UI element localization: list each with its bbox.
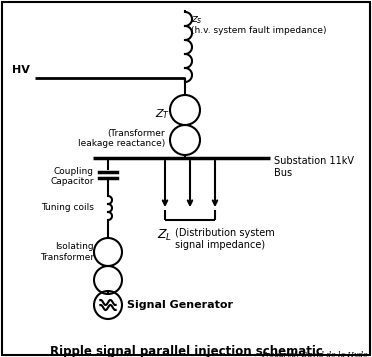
Text: (h.v. system fault impedance): (h.v. system fault impedance) bbox=[191, 26, 327, 35]
Text: $z_s$: $z_s$ bbox=[191, 14, 203, 26]
Text: Substation 11kV
Bus: Substation 11kV Bus bbox=[274, 156, 354, 177]
Text: Ripple signal parallel injection schematic: Ripple signal parallel injection schemat… bbox=[49, 345, 323, 357]
Text: (Transformer
leakage reactance): (Transformer leakage reactance) bbox=[78, 129, 165, 149]
Text: Prepared: David de la Hyde: Prepared: David de la Hyde bbox=[262, 351, 368, 357]
Text: Isolating
Transformer: Isolating Transformer bbox=[40, 242, 94, 262]
Text: $Z_L$: $Z_L$ bbox=[157, 228, 172, 243]
Text: Signal Generator: Signal Generator bbox=[127, 300, 233, 310]
Text: HV: HV bbox=[12, 65, 30, 75]
Text: $Z_T$: $Z_T$ bbox=[155, 107, 170, 121]
Text: (Distribution system
signal impedance): (Distribution system signal impedance) bbox=[175, 228, 275, 250]
Text: Tuning coils: Tuning coils bbox=[41, 203, 94, 212]
Text: Coupling
Capacitor: Coupling Capacitor bbox=[51, 167, 94, 186]
